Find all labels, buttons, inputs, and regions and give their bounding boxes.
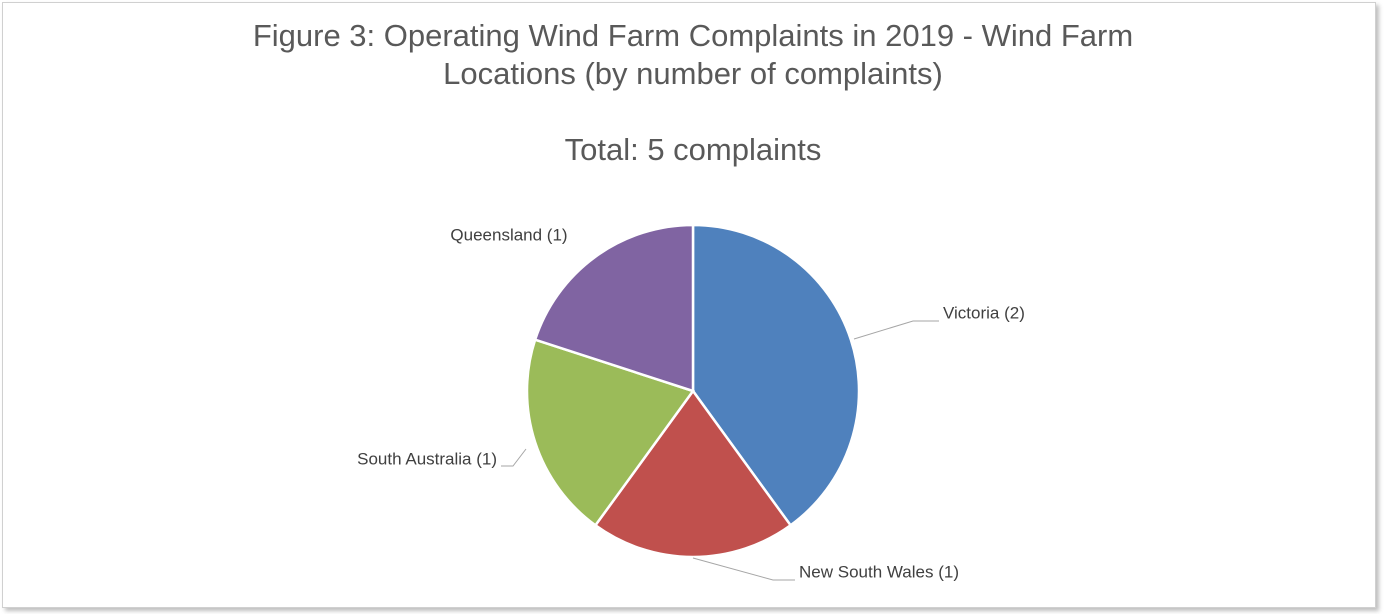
leader-line: [853, 320, 939, 340]
pie-slice: [593, 388, 793, 559]
data-label: New South Wales (1): [799, 562, 959, 581]
pie-slice: [533, 223, 695, 393]
pie-slice: [525, 338, 696, 528]
chart-subtitle: Total: 5 complaints: [564, 132, 822, 167]
data-label: South Australia (1): [357, 449, 497, 468]
chart-frame: Figure 3: Operating Wind Farm Complaints…: [2, 2, 1376, 608]
pie-slice: [691, 223, 861, 528]
pie-chart: Victoria (2) New South Wales (1) South Aus…: [357, 223, 1025, 581]
leader-line: [501, 448, 527, 467]
leader-line: [692, 557, 795, 581]
data-label: Victoria (2): [943, 303, 1025, 322]
chart-title: Figure 3: Operating Wind Farm Complaints…: [252, 18, 1134, 91]
data-label: Queensland (1): [450, 225, 567, 244]
